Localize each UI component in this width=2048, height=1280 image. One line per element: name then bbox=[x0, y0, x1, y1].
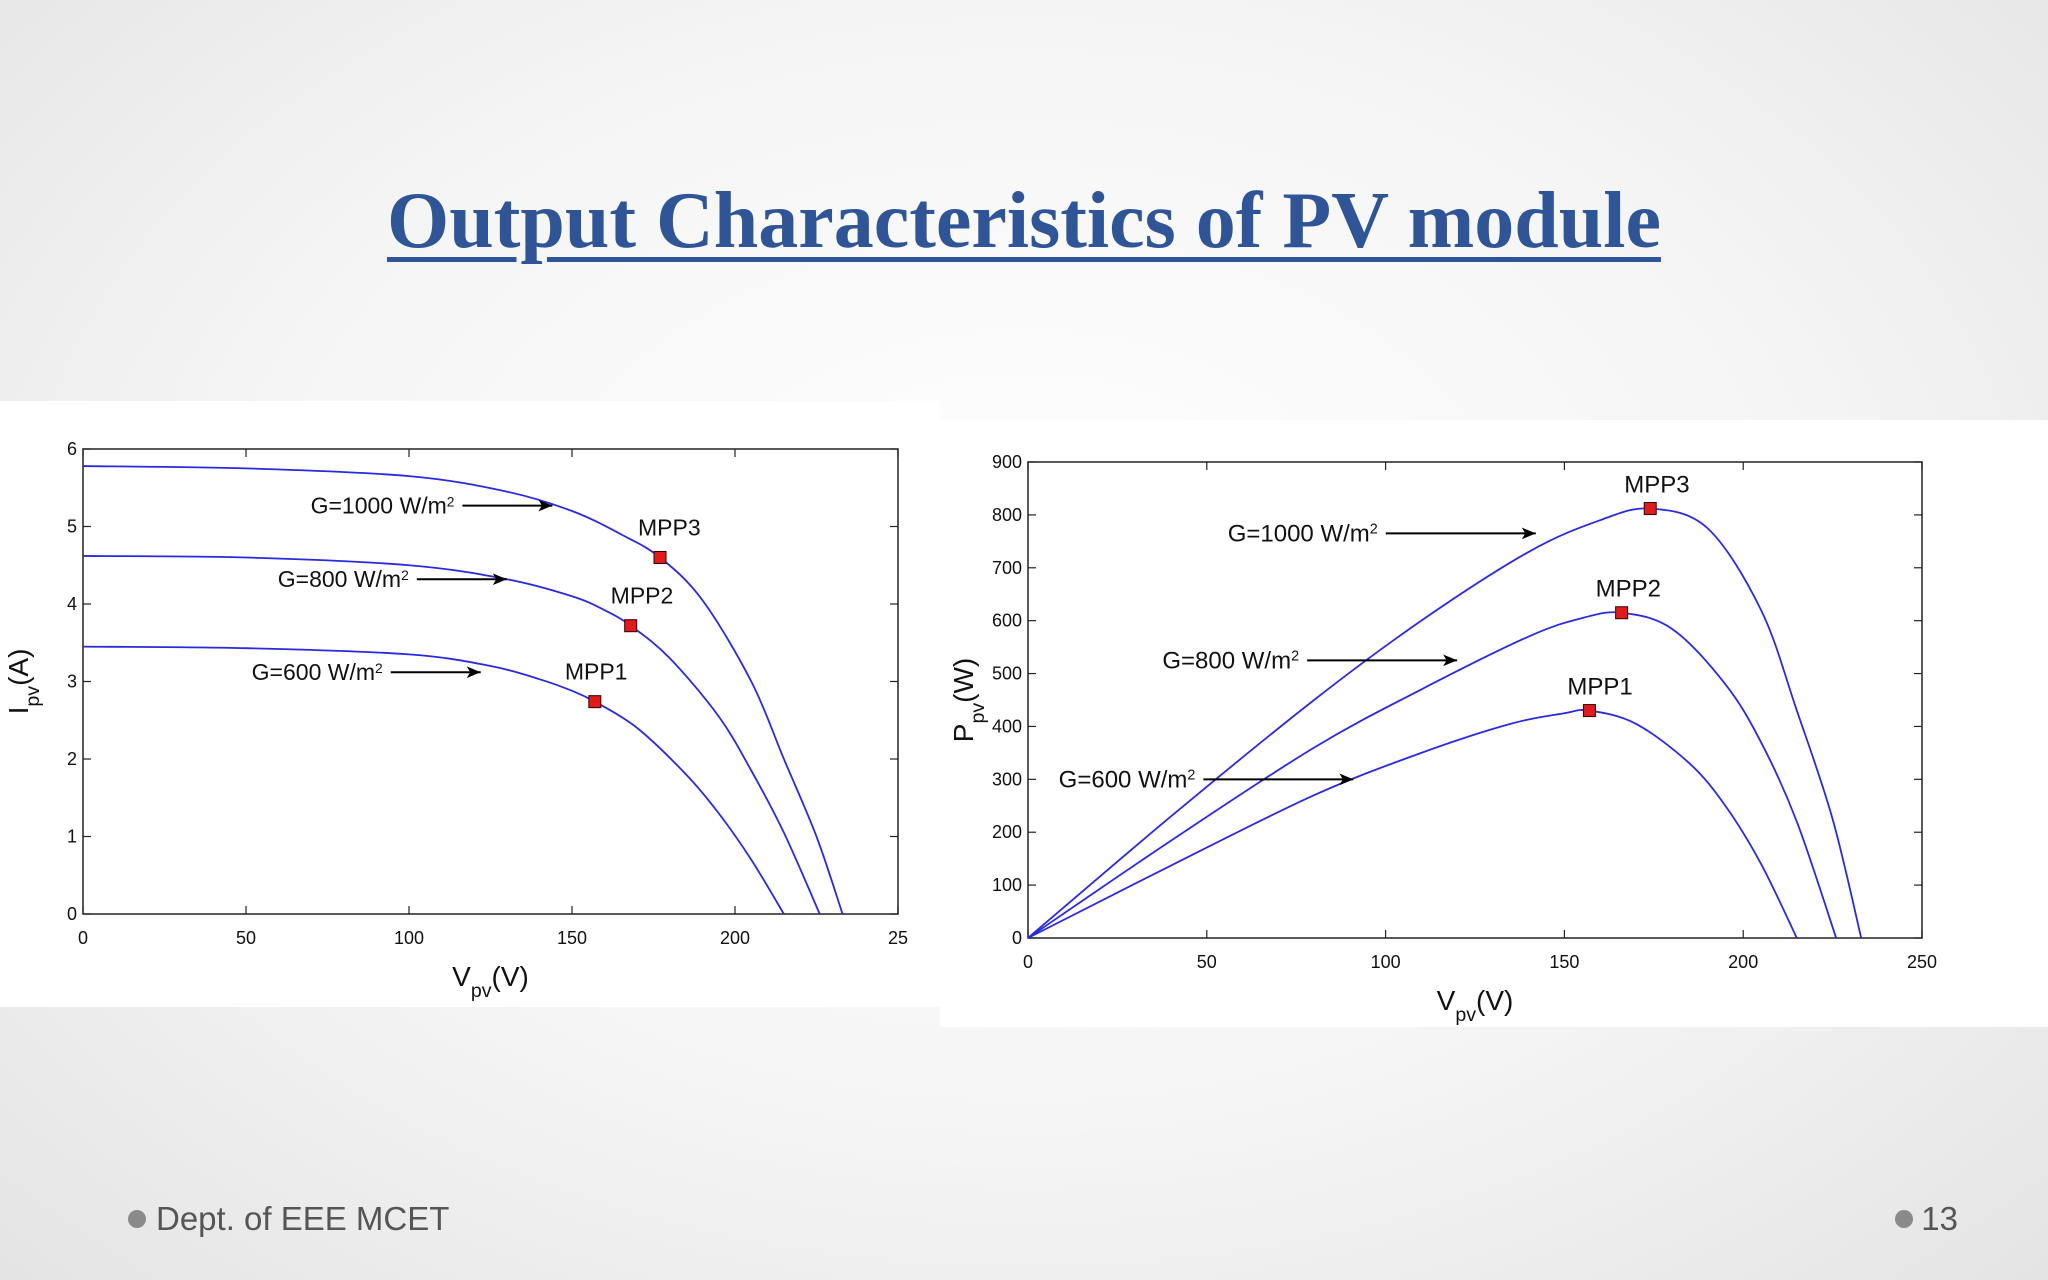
footer-department: Dept. of EEE MCET bbox=[128, 1200, 449, 1238]
y-axis-label: Ppv(W) bbox=[948, 658, 989, 742]
irradiance-label: G=1000 W/m2 bbox=[1228, 520, 1378, 547]
y-tick-label: 3 bbox=[67, 672, 77, 692]
page-number-text: 13 bbox=[1921, 1200, 1958, 1237]
y-tick-label: 500 bbox=[992, 664, 1022, 684]
y-tick-label: 200 bbox=[992, 822, 1022, 842]
x-tick-label: 0 bbox=[78, 928, 88, 948]
pv-chart-panel: 0 50 100 150 200 250 0 100 200 300 400 500 600 700 800… bbox=[940, 420, 2048, 1027]
x-tick-label: 0 bbox=[1023, 952, 1033, 972]
iv-chart-panel: 0 50 100 150 200 25 0 1 2 3 4 5 6 Vpv(V) Ipv(A) MPP3 MPP… bbox=[0, 401, 940, 1007]
irradiance-label: G=800 W/m2 bbox=[1162, 647, 1299, 674]
footer-page-number: 13 bbox=[1895, 1200, 1958, 1238]
plot-frame bbox=[82, 448, 899, 915]
mpp-marker bbox=[653, 551, 667, 564]
mpp-label: MPP3 bbox=[638, 515, 701, 541]
series-line-800 bbox=[82, 555, 821, 915]
irradiance-label: G=800 W/m2 bbox=[278, 566, 409, 592]
y-tick-label: 900 bbox=[992, 452, 1022, 472]
mpp-label: MPP2 bbox=[611, 583, 674, 609]
mpp-marker bbox=[1643, 502, 1657, 516]
series-line-600 bbox=[1027, 709, 1798, 939]
x-tick-label: 50 bbox=[1197, 952, 1217, 972]
y-tick-label: 2 bbox=[67, 749, 77, 769]
footer-bullet-icon bbox=[128, 1210, 146, 1228]
y-tick-label: 100 bbox=[992, 875, 1022, 895]
series-line-1000 bbox=[1027, 507, 1863, 939]
footer-department-text: Dept. of EEE MCET bbox=[156, 1200, 450, 1237]
x-tick-label: 100 bbox=[394, 928, 424, 948]
y-axis-label: Ipv(A) bbox=[3, 649, 44, 715]
slide-title: Output Characteristics of PV module bbox=[387, 177, 1661, 265]
page-bullet-icon bbox=[1895, 1210, 1914, 1228]
plot-frame bbox=[1027, 461, 1923, 939]
y-tick-label: 5 bbox=[67, 517, 77, 537]
mpp-label: MPP3 bbox=[1624, 472, 1689, 499]
x-tick-label: 50 bbox=[236, 928, 256, 948]
series-line-600 bbox=[82, 645, 785, 915]
y-tick-label: 1 bbox=[67, 827, 77, 847]
y-tick-label: 300 bbox=[992, 769, 1022, 789]
x-tick-label: 150 bbox=[557, 928, 587, 948]
y-tick-label: 800 bbox=[992, 505, 1022, 525]
y-tick-label: 4 bbox=[67, 594, 77, 614]
x-tick-label: 250 bbox=[1907, 952, 1937, 972]
mpp-marker bbox=[1582, 704, 1596, 718]
mpp-label: MPP1 bbox=[1567, 674, 1632, 701]
pv-chart: 0 50 100 150 200 250 0 100 200 300 400 500 600 700 800… bbox=[948, 452, 1937, 1026]
irradiance-label: G=600 W/m2 bbox=[1059, 766, 1196, 793]
x-tick-label: 150 bbox=[1549, 952, 1579, 972]
x-tick-label: 100 bbox=[1371, 952, 1401, 972]
x-axis-label: Vpv(V) bbox=[1437, 985, 1514, 1026]
mpp-label: MPP2 bbox=[1596, 576, 1661, 603]
iv-chart: 0 50 100 150 200 250123456Vpv(V)Ipv(A)MPP3MPP… bbox=[3, 439, 908, 1002]
y-tick-label: 700 bbox=[992, 558, 1022, 578]
irradiance-label: G=1000 W/m2 bbox=[311, 493, 455, 519]
mpp-marker bbox=[588, 695, 602, 709]
y-tick-label: 6 bbox=[67, 439, 77, 459]
x-tick-label: 200 bbox=[720, 928, 750, 948]
mpp-marker bbox=[1615, 606, 1629, 620]
mpp-marker bbox=[624, 619, 638, 633]
y-tick-label: 0 bbox=[67, 904, 77, 924]
x-tick-label: 200 bbox=[1728, 952, 1758, 972]
y-tick-label: 600 bbox=[992, 611, 1022, 631]
series-line-800 bbox=[1027, 611, 1838, 939]
irradiance-label: G=600 W/m2 bbox=[252, 659, 383, 685]
x-axis-label: Vpv(V) bbox=[452, 961, 529, 1002]
series-line-1000 bbox=[82, 465, 844, 915]
y-tick-label: 400 bbox=[992, 716, 1022, 736]
x-tick-label: 25 bbox=[888, 928, 908, 948]
mpp-label: MPP1 bbox=[565, 659, 628, 685]
y-tick-label: 0 bbox=[1012, 928, 1022, 948]
